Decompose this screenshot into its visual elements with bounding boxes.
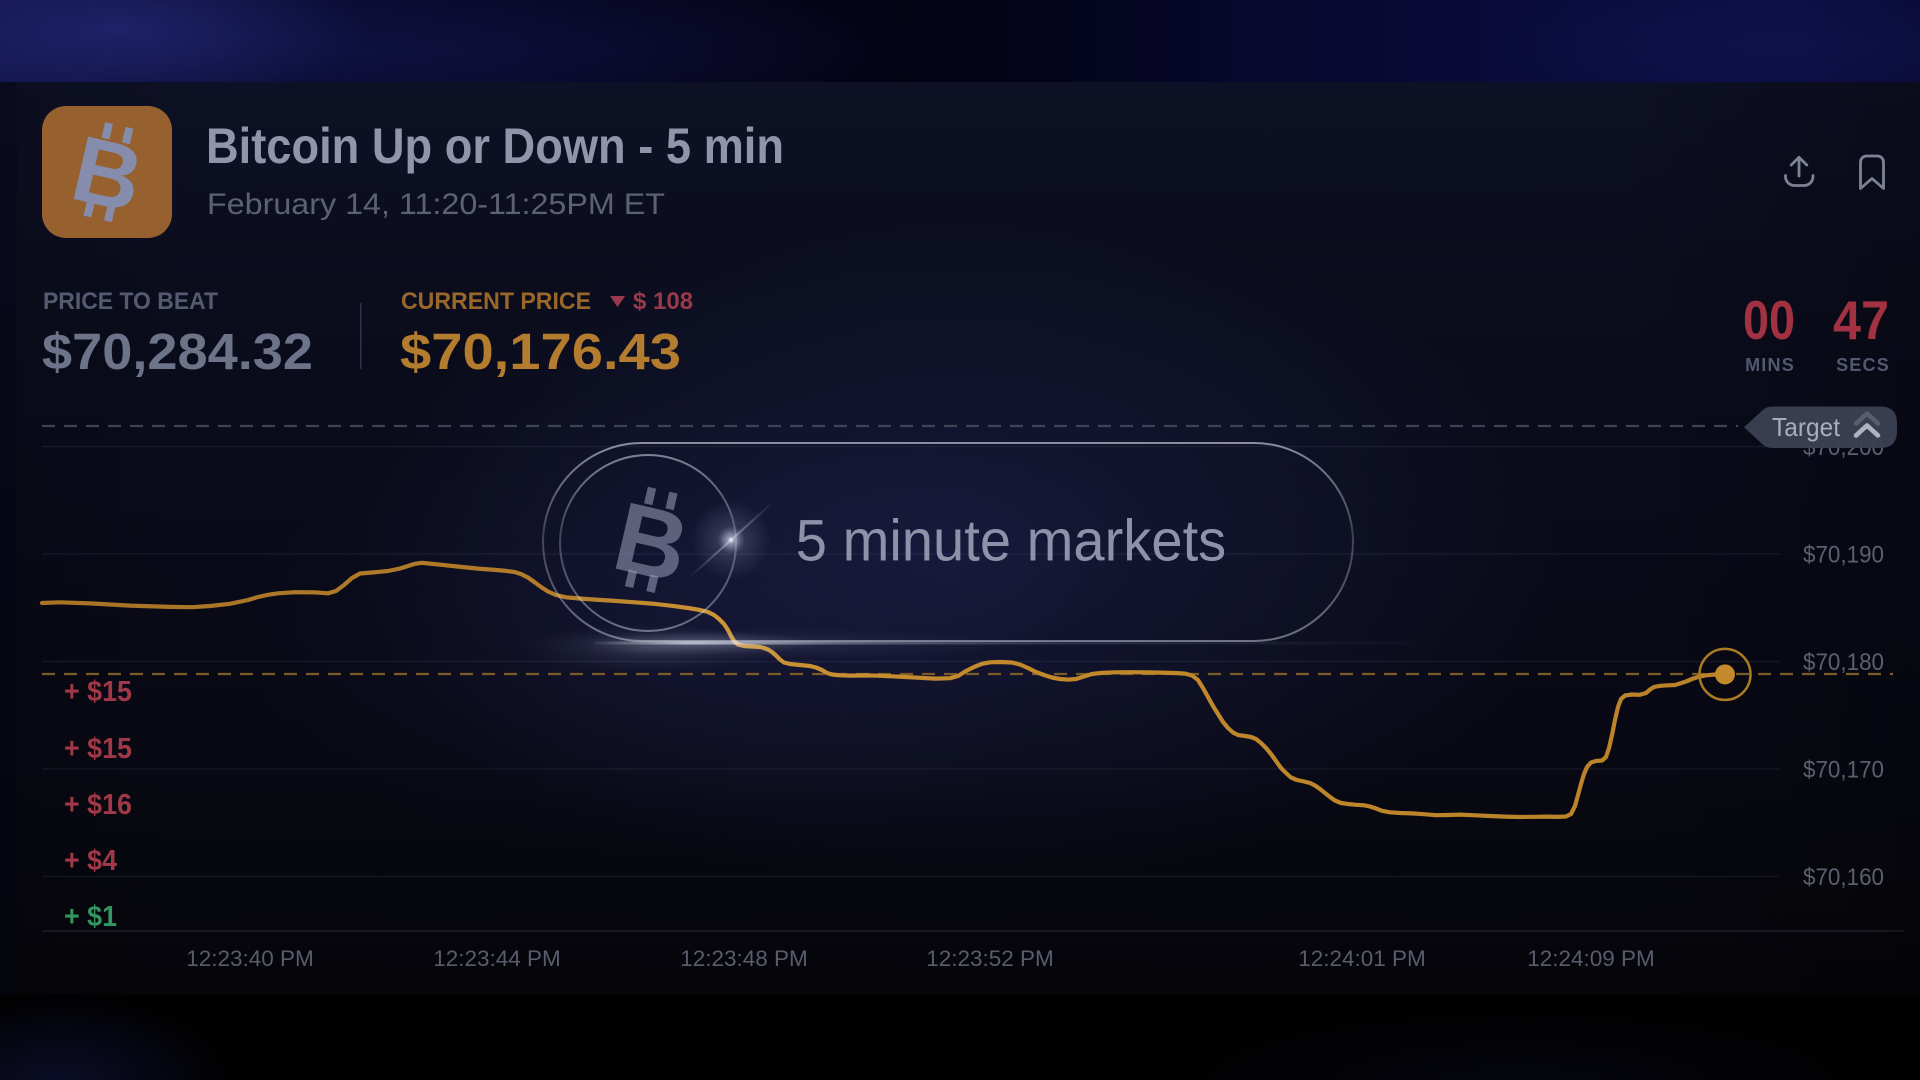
svg-text:12:23:44 PM: 12:23:44 PM	[433, 946, 561, 971]
svg-text:$ 108: $ 108	[633, 288, 693, 315]
svg-text:$70,176.43: $70,176.43	[400, 323, 681, 380]
svg-text:$70,160: $70,160	[1803, 864, 1884, 891]
svg-text:12:23:48 PM: 12:23:48 PM	[680, 946, 808, 971]
svg-text:12:24:09 PM: 12:24:09 PM	[1527, 946, 1655, 971]
svg-text:MINS: MINS	[1745, 355, 1795, 375]
svg-text:Bitcoin Up or Down - 5 min: Bitcoin Up or Down - 5 min	[206, 118, 784, 174]
svg-text:00: 00	[1743, 289, 1795, 351]
svg-text:Target: Target	[1772, 412, 1841, 442]
svg-text:+ $15: + $15	[64, 733, 132, 765]
svg-text:12:23:40 PM: 12:23:40 PM	[186, 946, 314, 971]
svg-text:$70,190: $70,190	[1803, 542, 1884, 569]
svg-text:47: 47	[1833, 289, 1889, 351]
svg-text:$70,180: $70,180	[1803, 649, 1884, 676]
svg-text:+ $1: + $1	[64, 901, 117, 933]
svg-text:SECS: SECS	[1836, 355, 1890, 375]
svg-text:February 14, 11:20-11:25PM ET: February 14, 11:20-11:25PM ET	[207, 188, 665, 221]
svg-text:CURRENT PRICE: CURRENT PRICE	[401, 288, 591, 315]
svg-text:$70,284.32: $70,284.32	[42, 323, 313, 380]
svg-text:12:24:01 PM: 12:24:01 PM	[1298, 946, 1426, 971]
svg-text:+ $16: + $16	[64, 789, 132, 821]
svg-text:+ $4: + $4	[64, 845, 117, 877]
svg-text:12:23:52 PM: 12:23:52 PM	[926, 946, 1054, 971]
svg-text:+ $15: + $15	[64, 676, 132, 708]
svg-text:PRICE TO BEAT: PRICE TO BEAT	[43, 288, 218, 315]
svg-text:$70,170: $70,170	[1803, 757, 1884, 784]
svg-text:5 minute markets: 5 minute markets	[796, 509, 1226, 574]
